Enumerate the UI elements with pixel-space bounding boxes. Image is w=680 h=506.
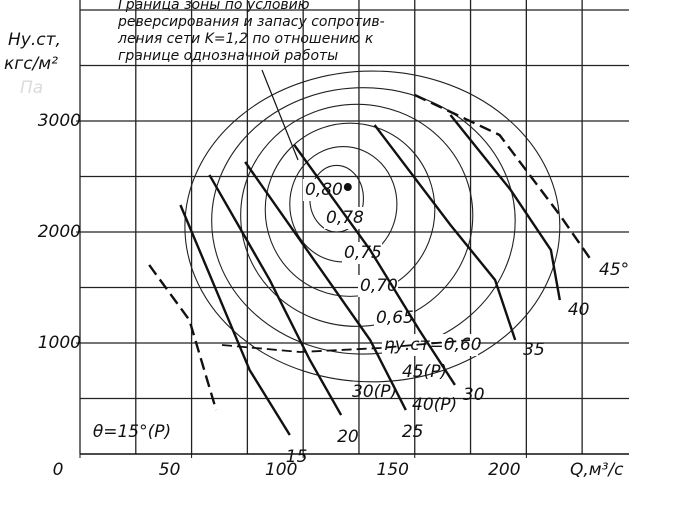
efficiency-contour [240,103,474,327]
efficiency-contour [264,122,436,297]
curve-label: 15 [286,447,308,467]
curve [449,114,561,301]
x-tick-label: 100 [265,460,297,480]
annotation: реверсирования и запасу сопротив- [117,14,385,30]
curve [373,124,517,341]
curve-label: 40 [568,300,590,320]
x-tick-label: 200 [488,460,520,480]
contour-label: 0,65 [376,308,414,328]
curve [414,93,593,261]
contour-label: ηу.ст=0,60 [384,335,482,355]
y-tick-label: 3000 [38,111,81,131]
x-label: Q,м³/с [570,460,624,480]
contour-label: 0,75 [344,243,382,263]
label-bg [324,207,364,229]
reverse-label: 30(P) [352,382,397,402]
efficiency-contour [184,70,561,383]
annotation: Граница зоны по условию [118,0,310,13]
curve-label: 25 [402,422,424,442]
curve [148,264,218,411]
y-label: кгс/м² [4,54,58,74]
leader-line [261,69,299,161]
reverse-label: 45(P) [402,362,447,382]
curve-label: 35 [523,340,545,360]
reversal-boundary [221,339,471,353]
curve-label: 20 [337,427,359,447]
curve [179,204,291,436]
y-tick-label: 2000 [38,222,81,242]
annotation: границе однозначной работы [118,48,338,64]
reverse-label: 40(P) [412,395,457,415]
label-bg [342,242,382,264]
x-tick-label: 150 [377,460,409,480]
contour-label: 0,80 [305,180,343,200]
curve-label: 30 [463,385,485,405]
y-label: Па [20,78,43,98]
label-bg [303,179,343,201]
contour-label: 0,78 [326,208,364,228]
curve [244,161,407,411]
label-bg [374,307,414,329]
y-tick-label: 1000 [38,333,81,353]
curve-label: θ=15°(P) [93,422,171,442]
x-tick-label: 0 [53,460,64,480]
efficiency-contour [211,87,516,355]
curve [208,174,343,416]
curve [293,144,456,386]
curve-label: 45° [599,260,629,280]
y-label: Hу.ст, [8,30,61,50]
x-tick-label: 50 [159,460,181,480]
optimum-point [343,183,352,192]
annotation: ления сети K=1,2 по отношению к [117,31,374,47]
